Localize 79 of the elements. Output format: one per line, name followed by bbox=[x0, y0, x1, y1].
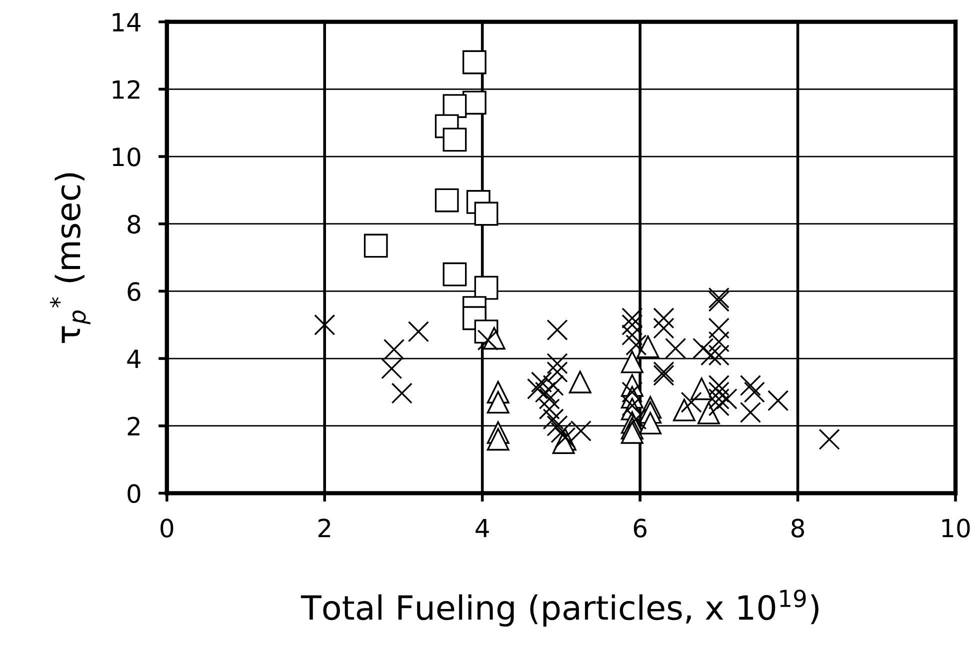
point bbox=[697, 402, 720, 424]
y-tick-label: 8 bbox=[128, 214, 140, 234]
point bbox=[626, 408, 647, 430]
point bbox=[546, 415, 568, 436]
point bbox=[538, 388, 560, 410]
point bbox=[653, 308, 674, 329]
point bbox=[740, 374, 762, 396]
point bbox=[664, 338, 686, 359]
point bbox=[546, 361, 568, 383]
point bbox=[708, 382, 730, 403]
point bbox=[381, 358, 402, 380]
point bbox=[568, 370, 592, 394]
y-tick-label: 6 bbox=[128, 282, 140, 302]
y-tick-label: 0 bbox=[128, 484, 140, 504]
x-tick-label: 4 bbox=[476, 518, 489, 538]
point bbox=[680, 392, 702, 413]
x-tick-label: 0 bbox=[160, 518, 174, 538]
point bbox=[740, 402, 762, 423]
point bbox=[546, 319, 568, 340]
y-tick-label: 4 bbox=[127, 350, 140, 368]
y-axis-title: τ$_{p}$$^{*}$ (msec) bbox=[50, 173, 90, 344]
point bbox=[708, 388, 730, 410]
point bbox=[434, 188, 459, 212]
point bbox=[692, 338, 714, 359]
x-tick-label: 8 bbox=[792, 518, 804, 538]
point bbox=[636, 335, 660, 358]
x-tick-label: 10 bbox=[942, 518, 970, 538]
point bbox=[314, 314, 336, 336]
point bbox=[364, 234, 388, 258]
point bbox=[538, 398, 560, 420]
point bbox=[486, 391, 510, 414]
x-tick-label: 6 bbox=[634, 518, 646, 538]
point bbox=[622, 324, 643, 346]
point bbox=[474, 202, 498, 226]
point bbox=[383, 338, 405, 360]
point bbox=[716, 388, 738, 410]
point bbox=[542, 374, 564, 396]
point bbox=[620, 350, 644, 374]
point bbox=[653, 318, 674, 339]
point bbox=[477, 329, 498, 351]
point bbox=[408, 321, 430, 342]
point bbox=[626, 334, 647, 356]
point bbox=[708, 374, 730, 396]
point bbox=[744, 382, 765, 403]
point bbox=[462, 50, 486, 74]
point bbox=[708, 395, 730, 416]
point bbox=[768, 390, 789, 412]
point bbox=[620, 421, 644, 444]
point bbox=[818, 428, 840, 450]
point bbox=[708, 290, 730, 312]
point bbox=[474, 276, 498, 300]
point bbox=[442, 262, 467, 286]
point bbox=[622, 314, 643, 336]
point bbox=[700, 344, 722, 366]
y-tick-label: 10 bbox=[112, 147, 140, 166]
point bbox=[708, 331, 730, 352]
point bbox=[542, 408, 564, 430]
point bbox=[530, 372, 552, 393]
point bbox=[653, 361, 674, 383]
point bbox=[622, 308, 643, 329]
x-tick-label: 2 bbox=[318, 518, 330, 538]
point bbox=[653, 364, 674, 386]
y-tick-label: 12 bbox=[112, 80, 140, 99]
point bbox=[708, 318, 730, 339]
point bbox=[391, 382, 412, 404]
y-tick-label: 14 bbox=[112, 13, 140, 32]
point bbox=[534, 382, 556, 403]
point bbox=[708, 344, 730, 366]
point bbox=[622, 382, 643, 403]
point bbox=[546, 353, 568, 374]
point bbox=[486, 428, 510, 451]
point bbox=[672, 398, 696, 422]
point bbox=[526, 378, 548, 400]
y-tick-label: 2 bbox=[128, 416, 140, 436]
point bbox=[639, 412, 662, 434]
point bbox=[708, 287, 730, 308]
x-axis-title: Total Fueling (particles, x 10$^{19}$) bbox=[300, 590, 818, 627]
point bbox=[622, 395, 643, 416]
point bbox=[442, 128, 467, 152]
